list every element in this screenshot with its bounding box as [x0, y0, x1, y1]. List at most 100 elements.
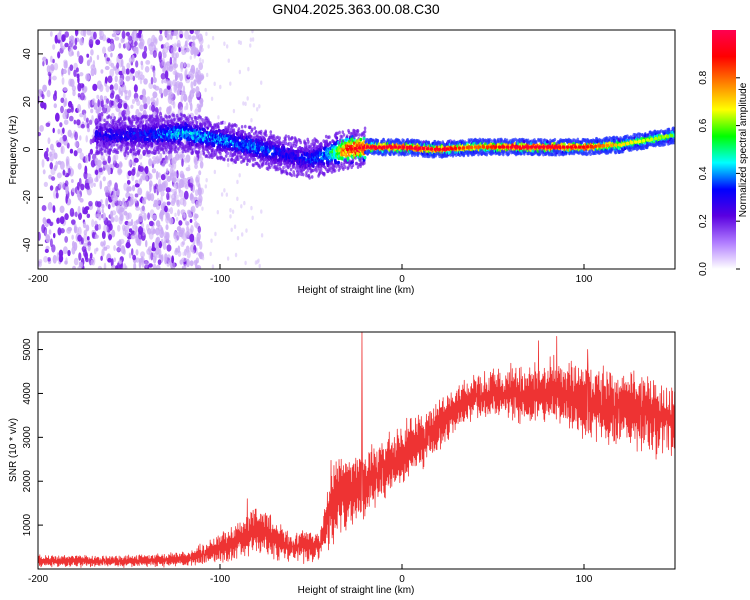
heatmap-noise-blob [176, 194, 179, 200]
heatmap-ridge-halo [322, 171, 326, 176]
heatmap-noise-blob [96, 80, 102, 90]
heatmap-noise-blob [236, 179, 239, 185]
heatmap-noise-blob [77, 205, 81, 215]
heatmap-noise-blob [207, 44, 210, 49]
heatmap-noise-blob [133, 84, 138, 93]
heatmap-noise-blob [177, 250, 182, 257]
heatmap-noise-blob [74, 141, 79, 148]
heatmap-noise-blob [190, 225, 194, 233]
heatmap-noise-blob [77, 92, 81, 98]
heatmap-noise-blob [144, 260, 149, 269]
heatmap-ridge-cell [296, 153, 300, 157]
heatmap-noise-blob [225, 44, 229, 49]
heatmap-noise-blob [196, 237, 200, 245]
heatmap-noise-blob [86, 53, 90, 58]
heatmap-noise-blob [106, 38, 112, 44]
heatmap-noise-blob [139, 74, 145, 80]
heatmap-noise-blob [153, 185, 157, 194]
heatmap-noise-blob [126, 62, 131, 69]
heatmap-noise-blob [71, 234, 74, 240]
heatmap-ridge-halo [174, 146, 178, 150]
heatmap-noise-blob [125, 42, 128, 48]
heatmap-ridge-halo [233, 130, 236, 135]
heatmap-ridge-halo [117, 146, 120, 150]
heatmap-ridge-halo [173, 117, 176, 122]
heatmap-ridge-halo [251, 127, 254, 132]
heatmap-ridge-halo [235, 124, 238, 128]
heatmap-noise-blob [250, 205, 253, 211]
heatmap-ridge-halo [234, 160, 238, 164]
heatmap-noise-blob [147, 212, 151, 220]
heatmap-ridge-halo [295, 140, 299, 144]
heatmap-noise-blob [131, 54, 135, 63]
heatmap-noise-blob [52, 44, 56, 50]
heatmap-noise-blob [209, 251, 212, 257]
heatmap-noise-blob [113, 244, 116, 251]
heatmap-noise-blob [169, 56, 173, 65]
heatmap-noise-blob [62, 112, 68, 120]
heatmap-noise-blob [152, 91, 158, 99]
heatmap-ridge-cell [246, 154, 250, 158]
heatmap-noise-blob [67, 167, 71, 176]
heatmap-ridge-halo [291, 144, 294, 148]
heatmap-noise-blob [131, 98, 136, 105]
heatmap-noise-blob [193, 79, 197, 87]
heatmap-noise-blob [87, 99, 91, 110]
heatmap-noise-blob [73, 150, 78, 157]
heatmap-noise-blob [196, 181, 199, 186]
heatmap-noise-blob [55, 192, 59, 199]
heatmap-noise-blob [166, 201, 171, 206]
heatmap-noise-blob [214, 231, 217, 237]
heatmap-noise-blob [109, 84, 114, 91]
heatmap-noise-blob [140, 256, 144, 261]
heatmap-noise-blob [77, 162, 82, 170]
heatmap-noise-blob [150, 193, 155, 202]
heatmap-noise-blob [250, 118, 253, 123]
heatmap-noise-blob [79, 72, 84, 77]
heatmap-noise-blob [190, 93, 194, 98]
heatmap-noise-blob [194, 156, 199, 165]
heatmap-noise-blob [133, 262, 137, 269]
heatmap-noise-blob [42, 169, 46, 175]
heatmap-noise-blob [117, 224, 121, 232]
heatmap-noise-blob [260, 233, 264, 238]
heatmap-noise-blob [46, 89, 51, 98]
heatmap-noise-blob [135, 249, 139, 256]
heatmap-noise-blob [94, 67, 97, 76]
heatmap-noise-blob [188, 182, 194, 188]
heatmap-noise-blob [152, 70, 156, 79]
heatmap-noise-blob [128, 186, 132, 192]
heatmap-noise-blob [64, 213, 69, 221]
heatmap-noise-blob [201, 256, 205, 261]
heatmap-noise-blob [112, 190, 117, 199]
heatmap-noise-blob [182, 183, 188, 188]
heatmap-noise-blob [140, 63, 144, 71]
heatmap-ridge-halo [240, 124, 244, 129]
heatmap-noise-blob [166, 244, 172, 252]
heatmap-noise-blob [175, 247, 178, 253]
heatmap-noise-blob [108, 223, 113, 231]
heatmap-noise-blob [182, 251, 185, 257]
heatmap-noise-blob [186, 225, 189, 233]
heatmap-ridge-halo [210, 150, 214, 155]
heatmap-ridge-halo [157, 150, 160, 155]
heatmap-noise-blob [243, 200, 246, 206]
heatmap-noise-blob [159, 30, 163, 35]
heatmap-ridge-halo [345, 134, 349, 138]
heatmap-noise-blob [157, 172, 161, 178]
heatmap-noise-blob [151, 159, 157, 165]
heatmap-noise-blob [71, 51, 74, 56]
heatmap-noise-blob [105, 85, 110, 93]
heatmap-noise-blob [107, 257, 112, 263]
heatmap-ridge-halo [141, 120, 145, 124]
heatmap-noise-blob [127, 170, 132, 177]
heatmap-ridge-halo [316, 140, 320, 144]
heatmap-noise-blob [162, 52, 167, 59]
heatmap-noise-blob [143, 78, 148, 85]
heatmap-noise-blob [176, 199, 180, 206]
heatmap-noise-blob [97, 213, 102, 221]
heatmap-noise-blob [148, 173, 153, 180]
heatmap-noise-blob [111, 90, 115, 96]
heatmap-ridge-halo [229, 150, 232, 155]
